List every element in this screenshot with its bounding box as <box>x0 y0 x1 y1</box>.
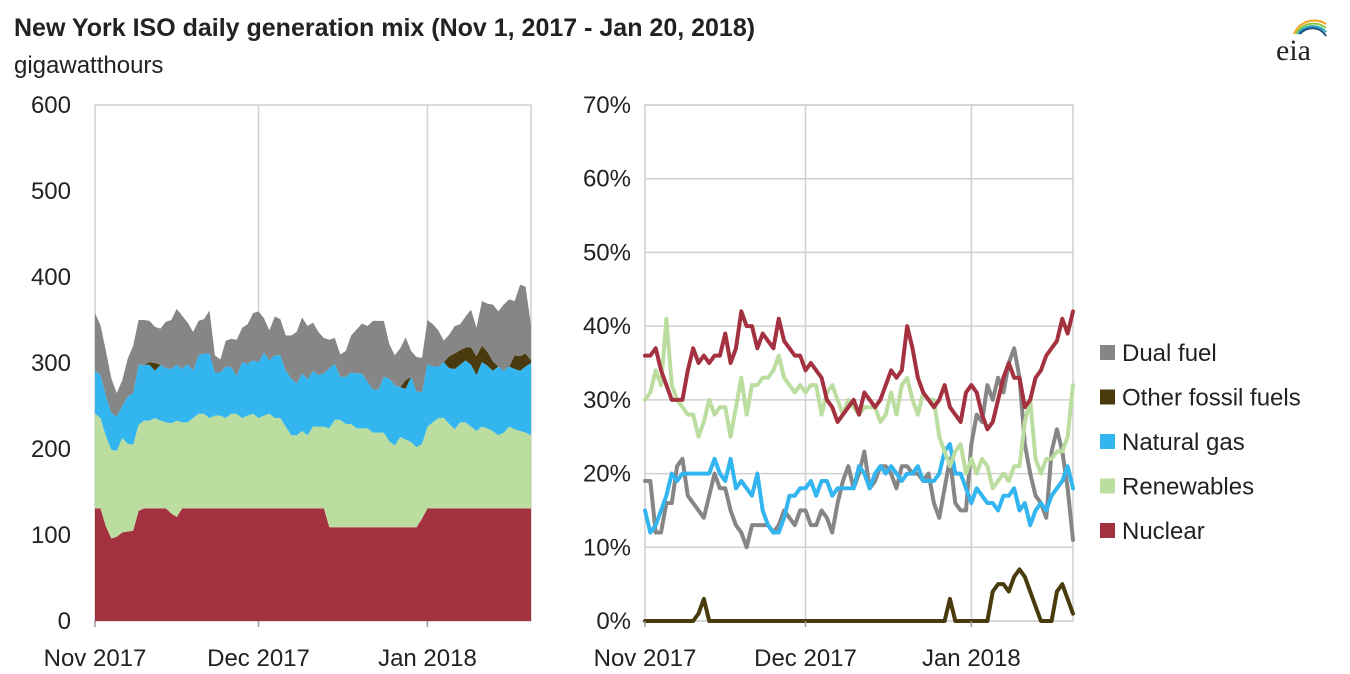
chart-subtitle: gigawatthours <box>14 52 164 79</box>
area-series-renewables <box>95 413 531 539</box>
legend-swatch-nuclear <box>1100 523 1115 538</box>
legend-label-renewables: Renewables <box>1122 474 1254 501</box>
legend: Dual fuel Other fossil fuels Natural gas Re… <box>1100 340 1301 545</box>
left-y-tick-label: 400 <box>31 264 71 291</box>
right-x-tick-label: Dec 2017 <box>754 645 857 672</box>
left-x-tick-label: Dec 2017 <box>207 645 310 672</box>
legend-label-dual-fuel: Dual fuel <box>1122 340 1217 367</box>
left-y-tick-label: 500 <box>31 178 71 205</box>
right-y-tick-label: 70% <box>583 92 631 119</box>
area-series-nuclear <box>95 508 531 621</box>
line-series-dual-fuel <box>643 346 1075 550</box>
right-y-tick-label: 30% <box>583 387 631 414</box>
legend-swatch-renewables <box>1100 478 1115 494</box>
legend-swatch-other-fossil-fuels <box>1100 389 1115 405</box>
right-y-tick-label: 50% <box>583 239 631 266</box>
left-x-tick-label: Jan 2018 <box>378 645 477 672</box>
left-y-tick-label: 300 <box>31 350 71 377</box>
right-y-tick-label: 20% <box>583 461 631 488</box>
eia-logo: eia <box>1276 19 1327 67</box>
left-y-tick-label: 100 <box>31 522 71 549</box>
stacked-area-chart: 0 100 200 300 400 500 600 Nov 2017 Dec 2017 Jan 2… <box>31 92 532 672</box>
chart-title: New York ISO daily generation mix (Nov 1… <box>14 14 756 42</box>
legend-swatch-dual-fuel <box>1100 345 1115 360</box>
legend-label-nuclear: Nuclear <box>1122 518 1205 545</box>
right-x-tick-label: Nov 2017 <box>594 645 697 672</box>
left-y-tick-label: 600 <box>31 92 71 119</box>
left-y-tick-label: 200 <box>31 436 71 463</box>
right-y-tick-label: 0% <box>596 608 631 635</box>
area-series-dual-fuel <box>95 284 531 417</box>
line-series-natural-gas <box>643 442 1075 535</box>
left-y-tick-label: 0 <box>58 608 71 635</box>
legend-swatch-natural-gas <box>1100 434 1115 449</box>
area-series-natural-gas <box>95 352 531 451</box>
line-series-other-fossil-fuels <box>643 567 1075 623</box>
right-x-tick-label: Jan 2018 <box>922 645 1021 672</box>
right-y-tick-label: 40% <box>583 313 631 340</box>
legend-label-other-fossil-fuels: Other fossil fuels <box>1122 385 1301 412</box>
legend-label-natural-gas: Natural gas <box>1122 429 1245 456</box>
right-y-tick-label: 10% <box>583 534 631 561</box>
area-series-other-fossil-fuels <box>95 345 531 417</box>
right-y-tick-label: 60% <box>583 166 631 193</box>
left-x-tick-label: Nov 2017 <box>44 645 147 672</box>
line-series-renewables <box>643 316 1075 491</box>
eia-logo-text: eia <box>1276 34 1311 67</box>
share-line-chart: 0% 10% 20% 30% 40% 50% 60% 70% Nov 2017 Dec 2017 J… <box>583 92 1075 672</box>
line-series-nuclear <box>643 309 1075 432</box>
